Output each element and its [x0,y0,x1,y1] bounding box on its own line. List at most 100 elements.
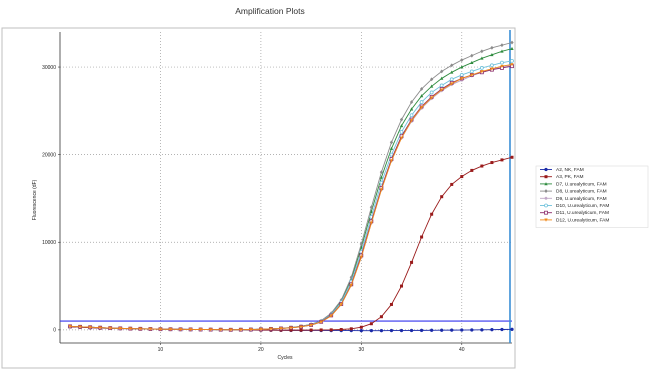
data-point [470,73,474,77]
legend-marker [544,218,548,222]
data-point [459,73,464,77]
legend-marker [544,175,548,179]
data-point [490,161,494,165]
data-point [359,325,363,329]
data-point [299,328,303,332]
data-point [429,328,434,332]
data-point [490,52,494,57]
data-point [249,328,253,332]
data-point [379,175,384,179]
data-point [450,82,454,86]
data-point [470,60,474,65]
data-point [219,328,223,332]
data-point [369,328,374,333]
data-point [500,60,504,65]
data-point [379,315,383,319]
data-point [339,303,343,307]
data-point [490,67,494,71]
data-point [409,113,414,118]
data-point [379,328,384,333]
data-point [460,58,464,62]
data-point [510,40,514,45]
data-point [460,65,464,69]
legend-label: D9, U.urealyticum, FAM [556,196,607,202]
data-point [409,119,414,123]
data-point [339,298,343,303]
data-point [88,325,92,330]
data-point [440,195,444,199]
data-point [128,327,132,331]
data-point [429,77,434,82]
data-point [389,328,394,333]
data-point [480,328,484,332]
y-tick-label: 10000 [42,240,56,246]
data-point [400,284,404,288]
data-point [369,209,374,213]
data-point [269,327,273,331]
data-point [359,255,363,259]
data-point [500,158,504,162]
series-8 [68,63,514,332]
data-point [429,96,434,100]
data-point [399,328,404,333]
data-point [349,283,353,287]
legend-marker [544,182,548,186]
data-point [419,94,424,98]
chart-frame [1,27,516,369]
data-point [229,328,233,332]
data-point [470,53,474,58]
data-point [439,328,444,332]
data-point [440,69,444,74]
data-point [419,100,424,104]
data-point [399,136,404,140]
data-point [429,84,434,88]
data-point [490,63,494,68]
data-point [379,188,384,192]
data-point [479,66,484,70]
data-point [138,327,143,331]
legend-item: D10, U.urealyticum, FAM [540,203,609,209]
data-point [68,325,72,329]
axes-layer: 10 20 30 40 0 10000 20000 30000 [42,30,512,353]
data-point [198,328,203,332]
data-point [399,117,404,122]
legend-item: D9, U.urealyticum, FAM [540,196,607,202]
data-point [389,159,394,163]
legend-item: A2, NK, FAM [540,167,584,173]
data-point [429,90,434,95]
series-layer [68,40,514,333]
data-point [289,326,293,330]
data-point [309,323,313,327]
data-point [78,325,82,329]
data-point [168,327,173,332]
data-point [430,212,434,216]
data-point [480,56,484,60]
y-tick-label: 30000 [42,65,56,71]
data-point [510,46,514,50]
data-point [379,170,384,175]
data-point [460,175,464,179]
data-point [209,328,213,332]
data-point [419,328,424,333]
data-point [410,260,414,264]
data-point [239,328,243,332]
data-point [469,69,474,74]
data-point [148,327,153,331]
data-point [369,205,374,210]
legend-marker [544,210,548,215]
x-tick-label: 30 [359,347,365,353]
data-point [470,328,474,332]
legend-label: D10, U.urealyticum, FAM [556,203,609,209]
legend-label: A3, PK, FAM [556,174,583,180]
data-point [299,325,303,329]
legend-label: A2, NK, FAM [556,167,584,173]
data-point [419,105,424,110]
data-point [460,77,464,81]
legend-label: D12, U.urealyticum, FAM [556,217,609,223]
data-point [500,64,504,68]
data-point [440,88,444,92]
data-point [419,86,424,91]
data-point [409,100,414,105]
data-point [500,49,504,53]
